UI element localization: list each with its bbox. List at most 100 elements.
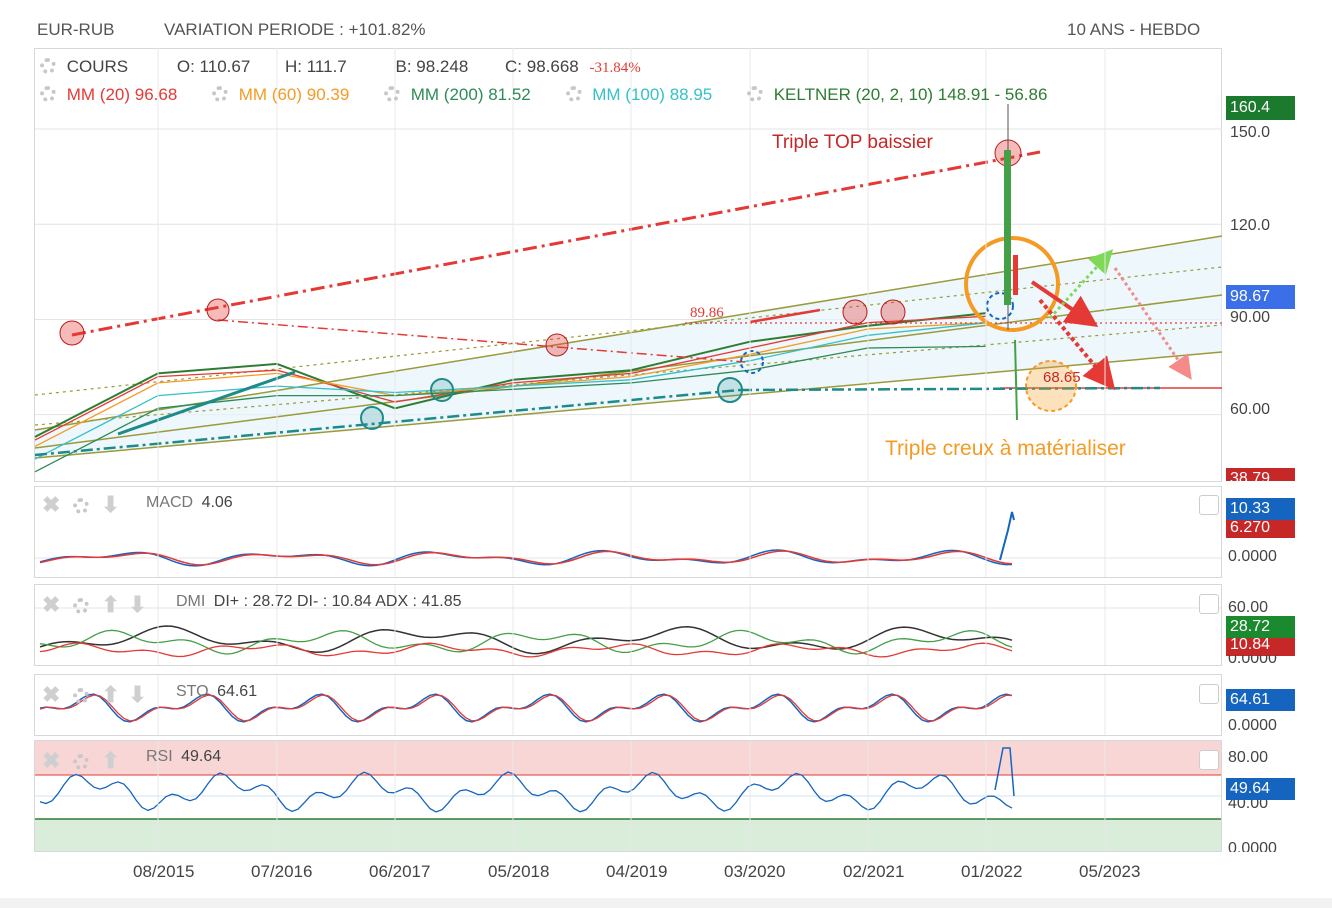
- price-tick-90: 90.00: [1230, 309, 1271, 326]
- arrow-up-icon[interactable]: ⬆: [101, 592, 120, 617]
- gear-icon[interactable]: [746, 86, 763, 102]
- top-circle-2015: [206, 298, 230, 322]
- macd-controls: ✖ ⬇: [42, 492, 120, 518]
- price-tag-bottom: 38.79: [1226, 468, 1295, 481]
- dmi-tick-60: 60.00: [1228, 599, 1269, 616]
- support-dashdot-line: [34, 388, 741, 457]
- channel-fill: [35, 236, 1222, 458]
- arrow-down-1: [1030, 280, 1099, 327]
- red-trend-segment: [749, 308, 821, 324]
- dmi-legend: DMI DI+ : 28.72 DI- : 10.84 ADX : 41.85: [176, 593, 461, 611]
- close-icon[interactable]: ✖: [42, 592, 61, 617]
- x-label-2022: 01/2022: [961, 862, 1023, 881]
- rsi-tick-40: 40.00: [1228, 800, 1269, 812]
- sto-tick-0: 0.0000: [1228, 717, 1277, 734]
- sto-checkbox[interactable]: [1199, 684, 1219, 704]
- legend-mm60: MM (60) 90.39: [238, 85, 350, 104]
- price-tick-60: 60.00: [1230, 401, 1271, 418]
- gear-icon[interactable]: [72, 498, 89, 514]
- legend-mm100: MM (100) 88.95: [592, 85, 713, 104]
- macd-spike: [999, 511, 1015, 561]
- dmi-tag-red: 10.84: [1226, 638, 1295, 656]
- gear-icon[interactable]: [40, 58, 56, 74]
- gear-icon[interactable]: [212, 86, 229, 102]
- triple-creux-label: Triple creux à matérialiser: [885, 437, 1126, 460]
- macd-checkbox[interactable]: [1199, 495, 1219, 515]
- price-tag-top: 160.4: [1226, 96, 1295, 120]
- arrow-up-icon[interactable]: ⬆: [101, 682, 120, 707]
- rsi-label: RSI: [146, 748, 173, 765]
- gear-icon[interactable]: [40, 86, 56, 102]
- dmi-values: DI+ : 28.72 DI- : 10.84 ADX : 41.85: [213, 593, 462, 610]
- x-label-2017: 06/2017: [369, 862, 431, 881]
- bottom-bar: [0, 898, 1332, 908]
- gear-icon[interactable]: [565, 86, 582, 102]
- dmi-tag-green: 28.72: [1226, 616, 1295, 638]
- rsi-checkbox[interactable]: [1199, 750, 1219, 770]
- sto-tag-blue: 64.61: [1226, 689, 1295, 711]
- macd-tick-0: 0.0000: [1228, 548, 1277, 565]
- keltner-low-tail: [1014, 339, 1018, 421]
- orange-target-circle: [1025, 360, 1077, 412]
- adx-line: [39, 625, 1013, 655]
- variation-label: VARIATION PERIODE : +101.82%: [164, 20, 426, 39]
- rsi-tag-blue: 49.64: [1226, 778, 1295, 800]
- close-icon[interactable]: ✖: [42, 682, 61, 707]
- gear-icon[interactable]: [72, 598, 89, 614]
- top-circle-2021b: [880, 299, 906, 325]
- arrow-down-icon[interactable]: ⬇: [128, 592, 147, 617]
- triple-top-label: Triple TOP baissier: [772, 132, 933, 153]
- x-label-2019: 04/2019: [606, 862, 668, 881]
- dmi-controls: ✖ ⬆ ⬇: [42, 592, 147, 618]
- rsi-value: 49.64: [181, 748, 222, 765]
- macd-legend: MACD 4.06: [146, 494, 233, 512]
- macd-tag-red: 6.270: [1226, 520, 1295, 538]
- dmi-checkbox[interactable]: [1199, 594, 1219, 614]
- top-circle-2014: [59, 320, 85, 346]
- legend-row-1: COURS O: 110.67 H: 111.7 B: 98.248 C: 98…: [40, 57, 641, 77]
- gear-icon[interactable]: [72, 688, 89, 704]
- arrow-down-2: [1038, 298, 1116, 391]
- x-label-2020: 03/2020: [724, 862, 786, 881]
- triple-top-line: [71, 150, 1041, 337]
- legend-keltner: KELTNER (20, 2, 10) 148.91 - 56.86: [773, 85, 1048, 104]
- sto-legend: STO 64.61: [176, 683, 257, 701]
- legend-mm200: MM (200) 81.52: [410, 85, 531, 104]
- arrow-down-pink: [1113, 267, 1192, 380]
- sto-controls: ✖ ⬆ ⬇: [42, 682, 147, 708]
- macd-signal-line: [39, 550, 1013, 566]
- rsi-spike: [994, 747, 1015, 797]
- close-icon[interactable]: ✖: [42, 748, 61, 773]
- arrow-up-icon[interactable]: ⬆: [101, 748, 120, 773]
- top-circle-2021a: [842, 299, 868, 325]
- price-tick-120: 120.0: [1230, 217, 1271, 234]
- legend-mm20: MM (20) 96.68: [66, 85, 178, 104]
- rsi-tick-0: 0.0000: [1228, 840, 1277, 852]
- rsi-controls: ✖ ⬆: [42, 748, 120, 774]
- low-circle-2020: [717, 377, 743, 403]
- blue-circle-2022: [986, 292, 1014, 320]
- close-icon[interactable]: ✖: [42, 492, 61, 517]
- timeframe-label[interactable]: 10 ANS - HEBDO: [1067, 20, 1201, 39]
- sto-value: 64.61: [217, 683, 258, 700]
- legend-high: H: 111.7: [285, 57, 347, 76]
- support-solid-line: [117, 370, 296, 436]
- legend-row-2: MM (20) 96.68 MM (60) 90.39 MM (200) 81.…: [40, 85, 1047, 105]
- sto-d-line: [39, 694, 1013, 722]
- di-minus-line: [39, 642, 1013, 658]
- legend-low: B: 98.248: [395, 57, 469, 76]
- low-circle-2017: [360, 406, 384, 430]
- x-label-2018: 05/2018: [488, 862, 550, 881]
- arrow-down-icon[interactable]: ⬇: [101, 492, 120, 517]
- channel-lower-line: [34, 351, 1223, 459]
- di-plus-line: [39, 629, 1013, 655]
- arrow-down-icon[interactable]: ⬇: [128, 682, 147, 707]
- gear-icon[interactable]: [384, 86, 401, 102]
- channel-dotted-line-2: [34, 324, 1223, 426]
- legend-cours: COURS: [66, 57, 129, 76]
- sto-panel: [34, 674, 1222, 736]
- x-label-2015: 08/2015: [133, 862, 195, 881]
- gear-icon[interactable]: [72, 754, 89, 770]
- spike-body-green: [1004, 150, 1011, 305]
- spike-body-red: [1013, 255, 1018, 295]
